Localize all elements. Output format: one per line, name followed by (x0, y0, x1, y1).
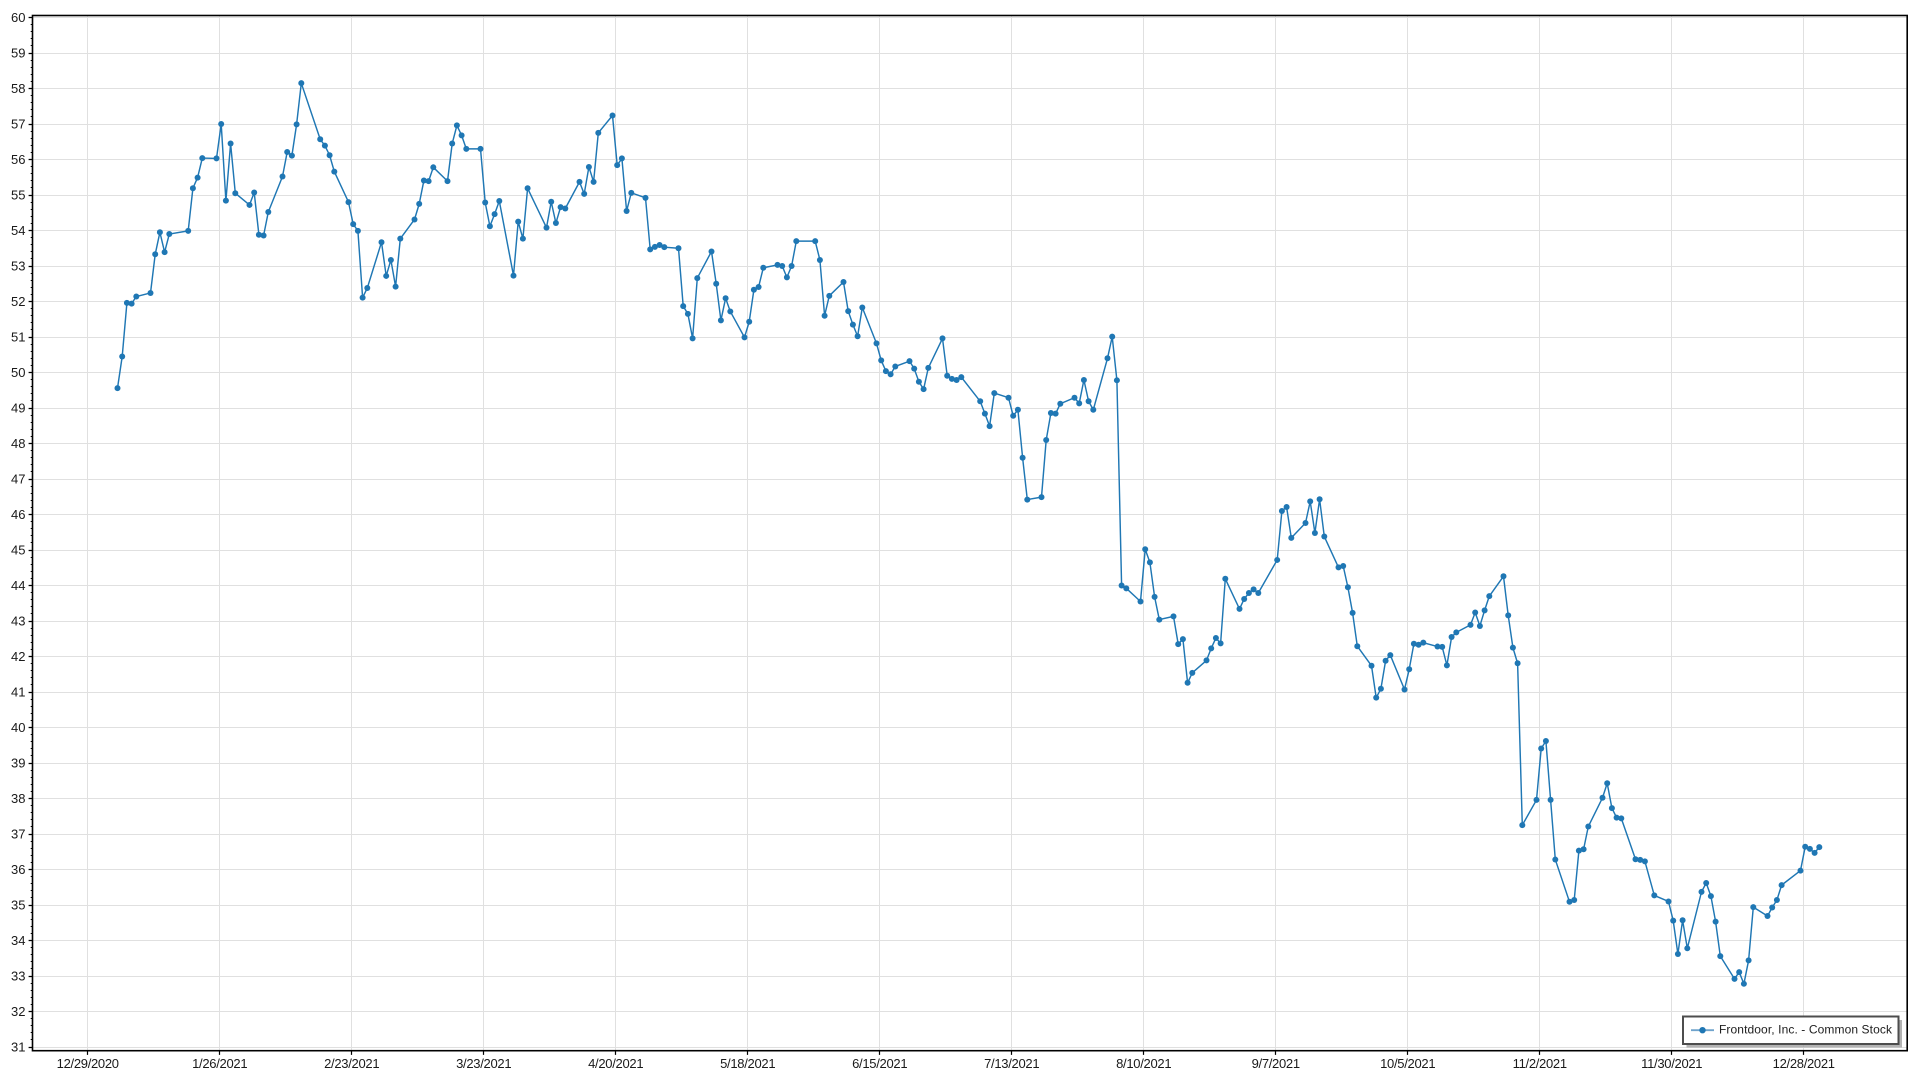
svg-text:33: 33 (11, 969, 25, 984)
svg-text:4/20/2021: 4/20/2021 (588, 1056, 643, 1071)
svg-text:32: 32 (11, 1004, 25, 1019)
svg-text:12/28/2021: 12/28/2021 (1773, 1056, 1835, 1071)
svg-text:36: 36 (11, 862, 25, 877)
svg-text:39: 39 (11, 756, 25, 771)
svg-text:44: 44 (11, 578, 25, 593)
svg-text:35: 35 (11, 898, 25, 913)
svg-text:43: 43 (11, 614, 25, 629)
svg-text:48: 48 (11, 436, 25, 451)
svg-text:11/2/2021: 11/2/2021 (1513, 1056, 1567, 1071)
svg-text:53: 53 (11, 259, 25, 274)
svg-text:59: 59 (11, 46, 25, 61)
svg-text:54: 54 (11, 223, 25, 238)
svg-text:6/15/2021: 6/15/2021 (852, 1056, 907, 1071)
svg-text:45: 45 (11, 543, 25, 558)
svg-text:8/10/2021: 8/10/2021 (1116, 1056, 1171, 1071)
svg-text:55: 55 (11, 188, 25, 203)
svg-text:41: 41 (11, 685, 25, 700)
svg-text:60: 60 (11, 10, 25, 25)
svg-text:50: 50 (11, 365, 25, 380)
svg-text:Frontdoor, Inc. - Common Stock: Frontdoor, Inc. - Common Stock (1719, 1023, 1893, 1037)
svg-text:58: 58 (11, 81, 25, 96)
svg-text:2/23/2021: 2/23/2021 (324, 1056, 379, 1071)
svg-text:5/18/2021: 5/18/2021 (720, 1056, 775, 1071)
svg-text:31: 31 (11, 1040, 25, 1055)
svg-text:34: 34 (11, 933, 25, 948)
svg-text:3/23/2021: 3/23/2021 (456, 1056, 511, 1071)
svg-text:10/5/2021: 10/5/2021 (1380, 1056, 1435, 1071)
svg-text:11/30/2021: 11/30/2021 (1641, 1056, 1702, 1071)
svg-text:52: 52 (11, 294, 25, 309)
svg-text:9/7/2021: 9/7/2021 (1252, 1056, 1300, 1071)
svg-text:56: 56 (11, 152, 25, 167)
svg-text:49: 49 (11, 401, 25, 416)
svg-text:38: 38 (11, 791, 25, 806)
svg-text:7/13/2021: 7/13/2021 (984, 1056, 1039, 1071)
svg-text:1/26/2021: 1/26/2021 (192, 1056, 247, 1071)
svg-text:51: 51 (11, 330, 25, 345)
svg-text:40: 40 (11, 720, 25, 735)
svg-text:47: 47 (11, 472, 25, 487)
svg-text:57: 57 (11, 117, 25, 132)
svg-text:37: 37 (11, 827, 25, 842)
svg-text:46: 46 (11, 507, 25, 522)
svg-text:12/29/2020: 12/29/2020 (57, 1056, 119, 1071)
svg-text:42: 42 (11, 649, 25, 664)
